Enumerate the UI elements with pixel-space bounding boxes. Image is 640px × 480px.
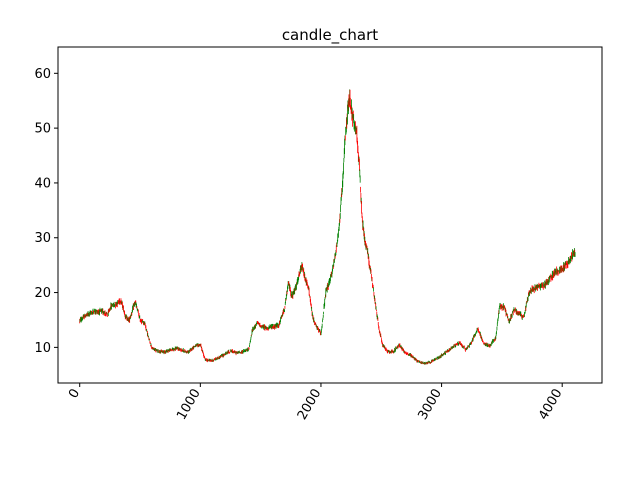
y-tick-label: 10 xyxy=(34,341,51,356)
y-tick-label: 60 xyxy=(34,67,51,82)
y-tick-label: 30 xyxy=(34,231,51,246)
plot-frame xyxy=(57,46,603,384)
candles-layer xyxy=(79,89,576,365)
y-tick-label: 50 xyxy=(34,122,51,137)
y-axis: 10 20 30 40 50 60 xyxy=(34,67,58,356)
chart-title: candle_chart xyxy=(282,26,378,45)
y-tick-label: 40 xyxy=(34,176,51,191)
y-tick-label: 20 xyxy=(34,286,51,301)
